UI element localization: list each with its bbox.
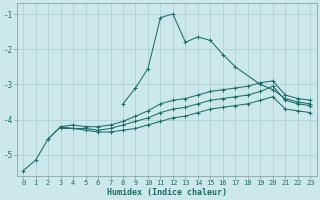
X-axis label: Humidex (Indice chaleur): Humidex (Indice chaleur)	[107, 188, 227, 197]
